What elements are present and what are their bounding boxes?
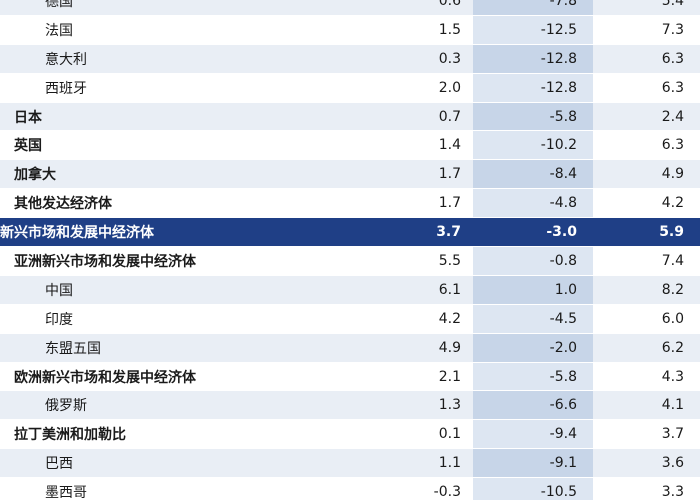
- row-label: 法国: [0, 15, 370, 44]
- row-label: 意大利: [0, 44, 370, 73]
- value-2021: 6.2: [593, 333, 700, 362]
- value-2019: 1.1: [370, 449, 473, 478]
- value-2019: -0.3: [370, 478, 473, 500]
- value-2020: -9.1: [473, 449, 593, 478]
- value-2020: -3.0: [473, 218, 593, 247]
- value-2021: 8.2: [593, 275, 700, 304]
- value-2019: 6.1: [370, 275, 473, 304]
- row-label: 新兴市场和发展中经济体: [0, 218, 370, 247]
- value-2019: 0.7: [370, 102, 473, 131]
- value-2019: 3.7: [370, 218, 473, 247]
- table-row: 巴西 1.1 -9.1 3.6: [0, 449, 700, 479]
- value-2019: 2.0: [370, 73, 473, 102]
- table-row: 印度 4.2 -4.5 6.0: [0, 304, 700, 334]
- value-2020: -10.5: [473, 478, 593, 500]
- table-row: 俄罗斯 1.3 -6.6 4.1: [0, 391, 700, 421]
- row-label: 欧洲新兴市场和发展中经济体: [0, 362, 370, 391]
- value-2020: -7.8: [473, 0, 593, 15]
- table-row: 其他发达经济体 1.7 -4.8 4.2: [0, 189, 700, 219]
- value-2020: -6.6: [473, 391, 593, 420]
- value-2021: 6.3: [593, 73, 700, 102]
- value-2021: 7.3: [593, 15, 700, 44]
- row-label: 德国: [0, 0, 370, 15]
- value-2020: -2.0: [473, 333, 593, 362]
- table-row: 加拿大 1.7 -8.4 4.9: [0, 160, 700, 190]
- value-2020: -5.8: [473, 102, 593, 131]
- value-2021: 5.4: [593, 0, 700, 15]
- value-2021: 3.3: [593, 478, 700, 500]
- table-row: 欧洲新兴市场和发展中经济体 2.1 -5.8 4.3: [0, 362, 700, 392]
- row-label: 加拿大: [0, 160, 370, 189]
- row-label: 拉丁美洲和加勒比: [0, 420, 370, 449]
- value-2019: 5.5: [370, 247, 473, 275]
- value-2019: 0.1: [370, 420, 473, 449]
- value-2019: 2.1: [370, 362, 473, 391]
- value-2019: 1.5: [370, 15, 473, 44]
- row-label: 英国: [0, 131, 370, 160]
- value-2019: 0.3: [370, 44, 473, 73]
- value-2020: -12.5: [473, 15, 593, 44]
- value-2019: 1.7: [370, 189, 473, 218]
- value-2020: -8.4: [473, 160, 593, 189]
- value-2019: 4.2: [370, 304, 473, 333]
- table-row: 新兴市场和发展中经济体 3.7 -3.0 5.9: [0, 218, 700, 248]
- value-2020: -5.8: [473, 362, 593, 391]
- table-row: 意大利 0.3 -12.8 6.3: [0, 44, 700, 74]
- value-2019: 1.4: [370, 131, 473, 160]
- value-2021: 4.3: [593, 362, 700, 391]
- row-label: 西班牙: [0, 73, 370, 102]
- row-label: 日本: [0, 102, 370, 131]
- row-label: 墨西哥: [0, 478, 370, 500]
- value-2020: -4.8: [473, 189, 593, 218]
- value-2021: 4.1: [593, 391, 700, 420]
- value-2019: 4.9: [370, 333, 473, 362]
- table-row: 东盟五国 4.9 -2.0 6.2: [0, 333, 700, 363]
- value-2021: 6.0: [593, 304, 700, 333]
- value-2020: 1.0: [473, 275, 593, 304]
- row-label: 其他发达经济体: [0, 189, 370, 218]
- value-2021: 2.4: [593, 102, 700, 131]
- table-row: 墨西哥 -0.3 -10.5 3.3: [0, 478, 700, 500]
- row-label: 巴西: [0, 449, 370, 478]
- table-row: 亚洲新兴市场和发展中经济体 5.5 -0.8 7.4: [0, 247, 700, 276]
- value-2020: -12.8: [473, 44, 593, 73]
- row-label: 印度: [0, 304, 370, 333]
- row-label: 东盟五国: [0, 333, 370, 362]
- row-label: 俄罗斯: [0, 391, 370, 420]
- table-row: 法国 1.5 -12.5 7.3: [0, 15, 700, 45]
- table-row: 德国 0.6 -7.8 5.4: [0, 0, 700, 16]
- table-row: 中国 6.1 1.0 8.2: [0, 275, 700, 305]
- table-row: 日本 0.7 -5.8 2.4: [0, 102, 700, 132]
- value-2020: -0.8: [473, 247, 593, 275]
- row-label: 亚洲新兴市场和发展中经济体: [0, 247, 370, 275]
- table-row: 西班牙 2.0 -12.8 6.3: [0, 73, 700, 103]
- value-2021: 6.3: [593, 44, 700, 73]
- value-2020: -4.5: [473, 304, 593, 333]
- table-row: 拉丁美洲和加勒比 0.1 -9.4 3.7: [0, 420, 700, 450]
- value-2019: 1.7: [370, 160, 473, 189]
- value-2020: -12.8: [473, 73, 593, 102]
- value-2021: 3.7: [593, 420, 700, 449]
- value-2019: 0.6: [370, 0, 473, 15]
- value-2021: 4.9: [593, 160, 700, 189]
- value-2020: -10.2: [473, 131, 593, 160]
- value-2021: 3.6: [593, 449, 700, 478]
- value-2021: 4.2: [593, 189, 700, 218]
- value-2020: -9.4: [473, 420, 593, 449]
- value-2021: 7.4: [593, 247, 700, 275]
- value-2021: 6.3: [593, 131, 700, 160]
- table-row: 英国 1.4 -10.2 6.3: [0, 131, 700, 161]
- row-label: 中国: [0, 275, 370, 304]
- value-2019: 1.3: [370, 391, 473, 420]
- value-2021: 5.9: [593, 218, 700, 247]
